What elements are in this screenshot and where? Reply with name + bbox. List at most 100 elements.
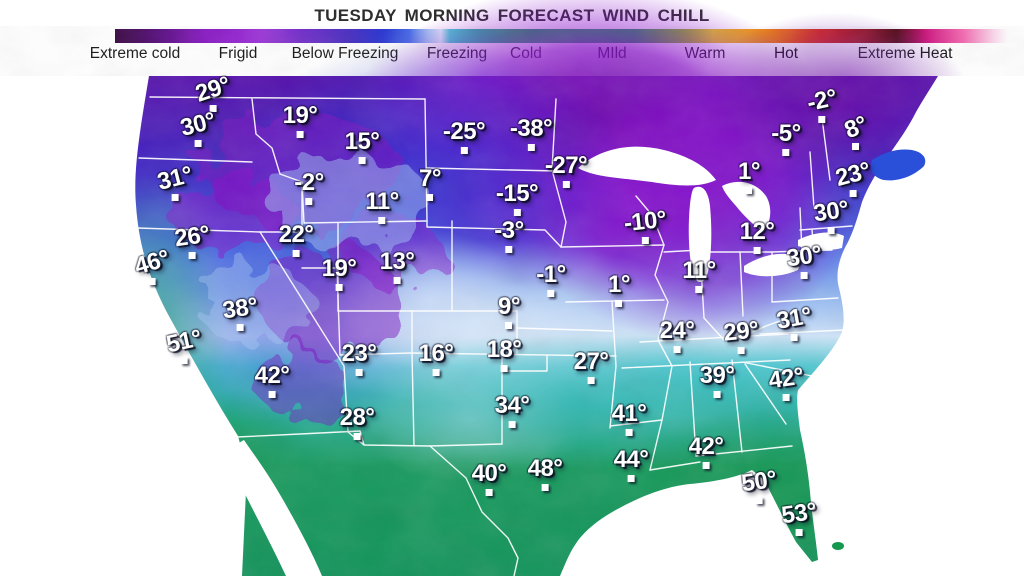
temp-label: 24° <box>660 319 695 353</box>
temp-label: 16° <box>419 342 454 376</box>
temp-label: 26° <box>173 221 211 259</box>
temp-label: 22° <box>279 223 314 257</box>
pacific-ocean <box>0 76 247 576</box>
temp-label: 9° <box>498 295 520 329</box>
temp-label: 48° <box>528 457 563 491</box>
state-borders <box>136 96 853 576</box>
nova-scotia <box>870 149 926 181</box>
temp-label: 15° <box>345 130 380 164</box>
temp-label: 38° <box>221 293 259 331</box>
temp-label: 1° <box>738 160 760 194</box>
temp-label: 13° <box>380 250 415 284</box>
temp-label: 30° <box>178 107 218 147</box>
temp-label: 30° <box>812 196 850 234</box>
temp-label: -3° <box>494 219 524 253</box>
station-tick <box>782 394 790 401</box>
temp-label: 34° <box>495 394 530 428</box>
temp-label: 46° <box>131 245 172 285</box>
station-tick <box>737 347 745 354</box>
station-tick <box>508 421 516 428</box>
temp-label: 29° <box>192 71 234 112</box>
bahamas-speck <box>832 542 844 550</box>
station-tick <box>745 187 753 194</box>
temp-label: 42° <box>255 364 290 398</box>
station-tick <box>702 462 710 469</box>
temp-label: 11° <box>365 190 399 224</box>
temp-label: 23° <box>833 157 873 197</box>
temp-label: 18° <box>487 338 522 372</box>
station-tick <box>378 217 386 224</box>
station-tick <box>292 250 300 257</box>
station-tick <box>188 252 196 259</box>
temp-label: -1° <box>536 263 566 297</box>
temp-label: 8° <box>841 111 871 150</box>
station-tick <box>627 475 635 482</box>
station-tick <box>625 429 633 436</box>
temp-label: 42° <box>767 363 805 401</box>
temp-label: 12° <box>740 220 775 254</box>
temp-label: -5° <box>771 122 801 156</box>
temp-label: 19° <box>322 257 357 291</box>
great-lakes <box>578 146 844 283</box>
station-tick <box>194 140 202 147</box>
station-tick <box>485 489 493 496</box>
baja-peninsula <box>230 440 322 576</box>
station-tick <box>695 286 703 293</box>
station-tick <box>541 484 549 491</box>
station-tick <box>353 433 361 440</box>
temp-label: 44° <box>614 448 649 482</box>
station-tick <box>335 284 343 291</box>
station-tick <box>818 116 826 123</box>
station-tick <box>358 157 366 164</box>
temp-label: 30° <box>785 241 823 279</box>
station-tick <box>800 272 808 279</box>
station-tick <box>527 144 535 151</box>
temp-label: 1° <box>608 273 630 307</box>
temp-label: 7° <box>419 167 441 201</box>
station-tick <box>305 198 313 205</box>
legend-label-frigid: Frigid <box>218 45 258 62</box>
station-tick <box>562 181 570 188</box>
temp-label: 28° <box>340 406 375 440</box>
station-tick <box>236 324 244 331</box>
station-tick <box>148 278 156 285</box>
lake-huron <box>722 181 771 232</box>
station-tick <box>852 143 860 150</box>
station-tick <box>500 365 508 372</box>
temp-label: -10° <box>623 206 667 244</box>
temp-label: 11° <box>682 259 716 293</box>
station-tick <box>547 290 555 297</box>
station-tick <box>268 391 276 398</box>
temp-label: -27° <box>545 154 588 188</box>
temp-label: 19° <box>283 104 318 138</box>
station-tick <box>782 149 790 156</box>
temp-label: 53° <box>780 498 818 536</box>
station-tick <box>849 190 857 197</box>
temp-label: 42° <box>689 435 724 469</box>
station-tick <box>355 369 363 376</box>
lake-superior <box>578 146 716 186</box>
station-tick <box>755 497 763 504</box>
station-tick <box>713 391 721 398</box>
station-tick <box>505 322 513 329</box>
station-tick <box>641 237 649 244</box>
station-tick <box>393 277 401 284</box>
station-tick <box>513 209 521 216</box>
temp-label: 31° <box>774 302 813 341</box>
station-tick <box>180 357 188 364</box>
station-tick <box>673 346 681 353</box>
temp-label: -25° <box>443 120 486 154</box>
temp-label: 40° <box>472 462 507 496</box>
station-tick <box>615 300 623 307</box>
station-tick <box>827 227 835 234</box>
legend-label-extreme-cold: Extreme cold <box>89 45 181 62</box>
station-tick <box>795 529 803 536</box>
station-tick <box>753 247 761 254</box>
temp-label: 39° <box>700 364 735 398</box>
lake-erie <box>744 253 802 277</box>
station-tick <box>209 105 217 112</box>
